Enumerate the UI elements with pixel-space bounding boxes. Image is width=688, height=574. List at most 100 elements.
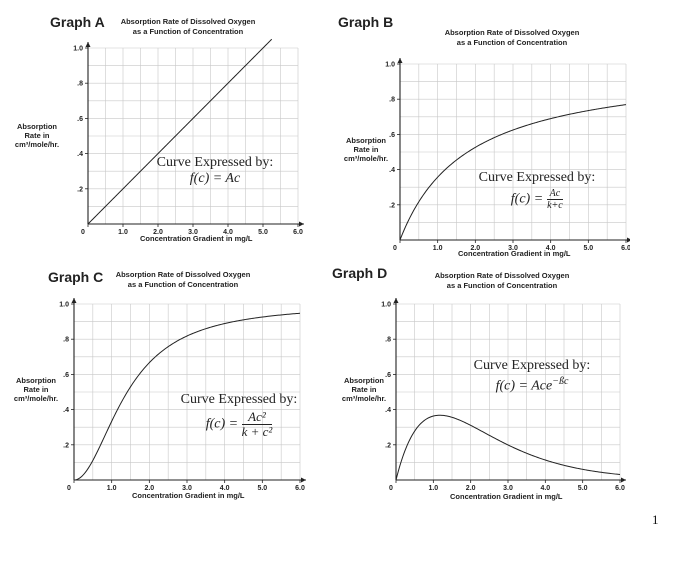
graph-b-y-axis-arrow — [397, 58, 403, 63]
graph-d-grid — [396, 303, 621, 480]
graph-d-x-tick-label: 1.0 — [428, 485, 438, 490]
graph-d-y-label-line3: cm³/mole/hr. — [341, 394, 387, 403]
graph-b-x-tick-label: 0 — [393, 245, 397, 252]
graph-b-y-tick-label: .6 — [389, 132, 395, 139]
graph-d-x-tick-label: 3.0 — [503, 485, 513, 490]
graph-c-x-tick-label: 5.0 — [257, 485, 267, 492]
graph-b-x-label: Concentration Gradient in mg/L — [458, 249, 571, 258]
graph-a-y-tick-label: .4 — [77, 151, 83, 158]
graph-d-y-label-line1: Absorption — [344, 376, 384, 385]
graph-c-formula-numerator: Ac² — [241, 410, 273, 425]
graph-b-y-label-line2: Rate in — [353, 145, 379, 154]
graph-c-y-label: Absorption Rate in cm³/mole/hr. — [6, 376, 66, 403]
graph-a-title-line1: Absorption Rate of Dissolved Oxygen — [120, 17, 256, 26]
graph-b-y-tick-label: .2 — [389, 202, 395, 209]
graph-b-x-tick-label: 3.0 — [508, 245, 518, 252]
page-number: 1 — [652, 512, 659, 527]
graph-c-x-label: Concentration Gradient in mg/L — [132, 491, 245, 500]
graph-b-y-tick-label: .4 — [389, 167, 395, 174]
graph-d-formula-exponent: −ßc — [552, 376, 569, 387]
graph-c-formula: Curve Expressed by: f(c) = Ac² k + c² — [164, 392, 314, 439]
graph-d-label: Graph D — [332, 265, 388, 281]
graph-d-y-axis-arrow — [393, 298, 399, 303]
graph-c-x-tick-label: 6.0 — [295, 485, 305, 492]
graph-a-x-label: Concentration Gradient in mg/L — [140, 234, 253, 243]
graph-c-y-tick-label: .2 — [63, 442, 69, 449]
graph-c-x-tick-label: 4.0 — [220, 485, 230, 492]
graph-b-formula-numerator: Ac — [546, 188, 564, 200]
graph-c-formula-fraction: Ac² k + c² — [241, 410, 273, 439]
graph-c-formula-denominator: k + c² — [241, 424, 273, 439]
graph-c-x-tick-label: 0 — [67, 485, 71, 492]
graph-a-x-axis-arrow — [299, 221, 304, 227]
graph-b-formula-caption: Curve Expressed by: — [478, 170, 596, 185]
graph-a-x-tick-label: 4.0 — [223, 229, 233, 236]
graph-a-y-label: Absorption Rate in cm³/mole/hr. — [2, 122, 72, 149]
graph-b-curve — [399, 104, 627, 241]
graph-a-grid — [88, 47, 299, 224]
graph-a-x-tick-label: 3.0 — [188, 229, 198, 236]
graph-c-title-line2: as a Function of Concentration — [127, 280, 239, 289]
graph-b-title-line1: Absorption Rate of Dissolved Oxygen — [444, 28, 580, 37]
graph-c-grid — [74, 303, 301, 480]
graph-c-y-label-line2: Rate in — [23, 385, 49, 394]
graph-c-title: Absorption Rate of Dissolved Oxygen as a… — [108, 270, 258, 290]
graph-d-x-label: Concentration Gradient in mg/L — [450, 492, 563, 501]
graph-b-x-tick-label: 5.0 — [583, 245, 593, 252]
graph-c-x-tick-label: 3.0 — [182, 485, 192, 492]
graph-c-y-tick-label: .8 — [63, 337, 69, 344]
graph-b-formula-expression: f(c) = Ac k+c — [462, 188, 612, 211]
graph-c-y-label-line3: cm³/mole/hr. — [13, 394, 59, 403]
graph-d-x-tick-label: 6.0 — [615, 485, 625, 490]
graph-a-x-tick-label: 6.0 — [293, 229, 303, 236]
graph-b-label: Graph B — [338, 14, 394, 30]
graph-c-y-tick-label: 1.0 — [59, 302, 69, 309]
graph-d-formula-caption: Curve Expressed by: — [473, 358, 591, 373]
graph-a-y-tick-label: 1.0 — [73, 46, 83, 53]
graph-b-x-tick-label: 4.0 — [546, 245, 556, 252]
graph-b-y-label: Absorption Rate in cm³/mole/hr. — [336, 136, 396, 163]
graph-c-chart: 0 1.0 2.0 3.0 4.0 5.0 6.0 .2 .4 .6 .8 1.0 — [59, 298, 306, 492]
graph-a-y-axis-arrow — [85, 42, 91, 47]
graph-b-title: Absorption Rate of Dissolved Oxygen as a… — [432, 28, 592, 48]
graph-c-formula-caption: Curve Expressed by: — [180, 392, 298, 407]
graph-b-x-tick-label: 1.0 — [433, 245, 443, 252]
graph-d-formula-text: f(c) = Ace — [495, 378, 553, 394]
graph-a-x-tick-label: 2.0 — [153, 229, 163, 236]
graph-b-formula-denominator: k+c — [547, 200, 563, 211]
graph-a-y-label-line1: Absorption — [17, 122, 57, 131]
graph-c-x-axis-arrow — [301, 477, 306, 483]
graph-b-y-tick-label: .8 — [389, 97, 395, 104]
graph-d-formula: Curve Expressed by: f(c) = Ace−ßc — [452, 358, 612, 395]
graph-a-x-tick-label: 0 — [81, 229, 85, 236]
graph-b-grid — [400, 63, 627, 240]
graph-b-y-label-line3: cm³/mole/hr. — [343, 154, 389, 163]
graph-c-x-tick-label: 1.0 — [107, 485, 117, 492]
graph-b-formula-lhs: f(c) = — [510, 191, 544, 207]
graph-a-y-tick-label: .2 — [77, 186, 83, 193]
graph-d-x-tick-label: 4.0 — [540, 485, 550, 490]
graph-d-x-axis-arrow — [621, 477, 626, 483]
graph-d-y-tick-label: .2 — [385, 442, 391, 449]
graph-a-title: Absorption Rate of Dissolved Oxygen as a… — [118, 17, 258, 37]
graph-d-y-tick-label: 1.0 — [381, 302, 391, 309]
graph-b-x-axis-arrow — [627, 237, 630, 243]
graph-a-label: Graph A — [50, 14, 105, 30]
graph-b-title-line2: as a Function of Concentration — [456, 38, 568, 47]
graph-d-curve — [395, 414, 621, 481]
graph-c-y-tick-label: .4 — [63, 407, 69, 414]
graph-b-chart: 0 1.0 2.0 3.0 4.0 5.0 6.0 .2 .4 .6 .8 1.0 — [385, 58, 630, 252]
graph-d-chart: 0 1.0 2.0 3.0 4.0 5.0 6.0 .2 .4 .6 .8 1.0 — [381, 298, 626, 490]
graph-a-chart: 0 1.0 2.0 3.0 4.0 5.0 6.0 .2 .4 .6 .8 1.0 — [73, 38, 304, 236]
graph-a-formula-expression: f(c) = Ac — [189, 171, 241, 186]
graph-a-formula: Curve Expressed by: f(c) = Ac — [150, 155, 280, 187]
graph-d-y-tick-label: .8 — [385, 337, 391, 344]
graph-d-title-line1: Absorption Rate of Dissolved Oxygen — [434, 271, 570, 280]
graph-d-y-tick-label: .4 — [385, 407, 391, 414]
graph-c-curve — [73, 312, 301, 481]
graph-d-y-tick-label: .6 — [385, 372, 391, 379]
graph-c-formula-lhs: f(c) = — [205, 416, 239, 432]
graph-b-formula-fraction: Ac k+c — [546, 188, 564, 211]
graph-b-x-tick-label: 6.0 — [621, 245, 630, 252]
graph-d-y-label-line2: Rate in — [351, 385, 377, 394]
